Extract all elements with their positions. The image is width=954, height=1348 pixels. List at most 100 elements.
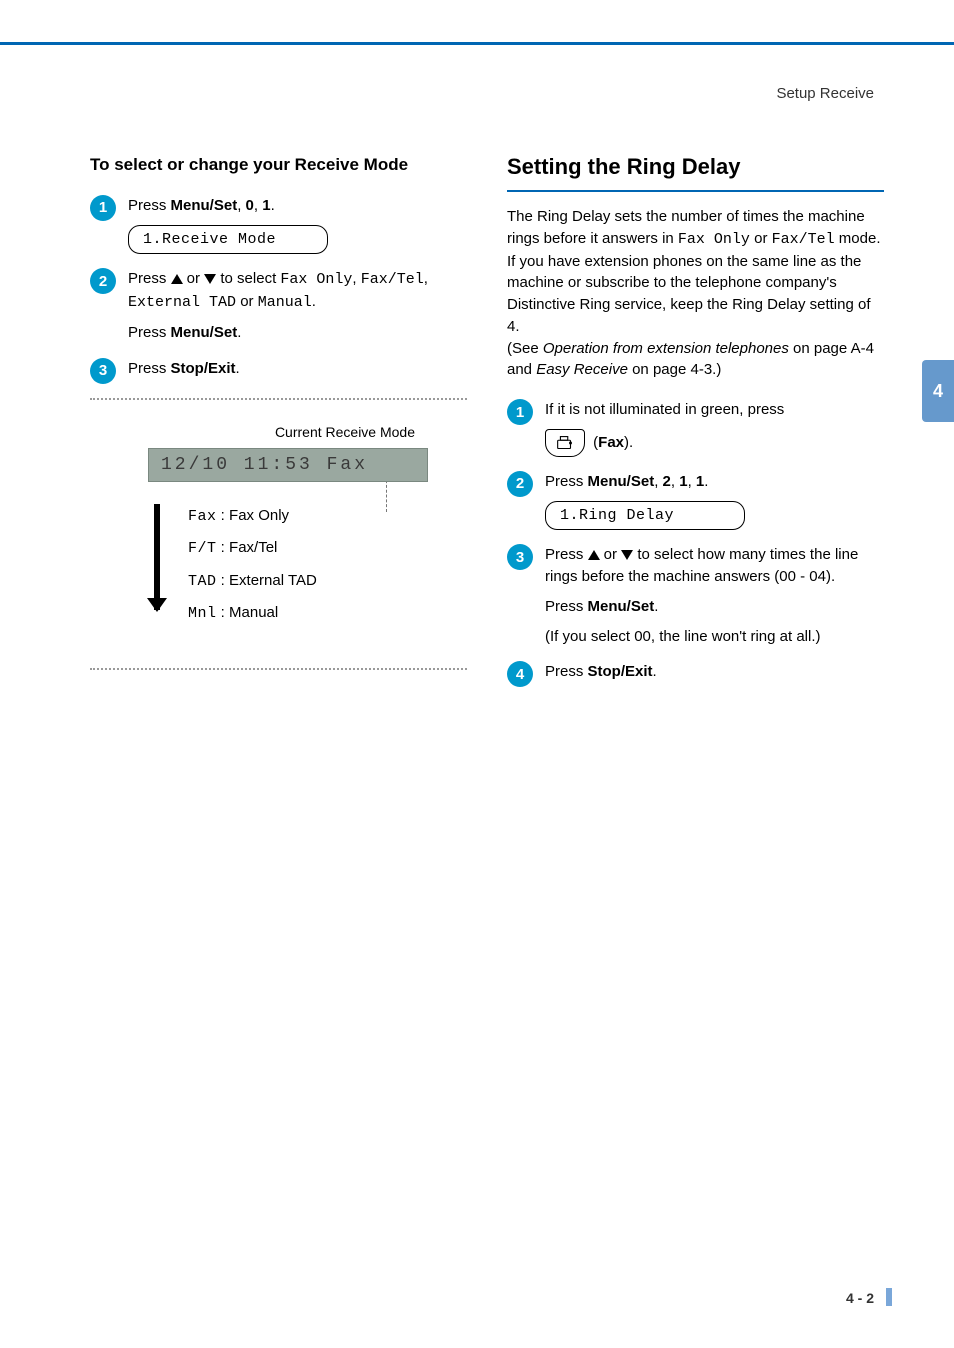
step-body: Press or to select Fax Only, Fax/Tel, Ex… — [128, 268, 467, 343]
lcd-big-wrap: 12/10 11:53 Fax — [148, 448, 445, 482]
text: . — [704, 473, 708, 490]
text: or — [750, 230, 772, 247]
step-row: 1 Press Menu/Set, 0, 1. 1.Receive Mode — [90, 195, 467, 255]
mode-row: Fax : Fax Only — [188, 500, 445, 533]
mode-code: Fax/Tel — [772, 231, 835, 248]
key-label: 2 — [663, 473, 671, 490]
breadcrumb: Setup Receive — [776, 85, 874, 102]
step-row: 2 Press or to select Fax Only, Fax/Tel, … — [90, 268, 467, 343]
text: Press — [545, 598, 588, 615]
down-arrow-large-icon — [154, 504, 160, 610]
text: . — [237, 324, 241, 341]
step-body: Press Menu/Set, 0, 1. 1.Receive Mode — [128, 195, 467, 255]
step-row: 1 If it is not illuminated in green, pre… — [507, 399, 884, 457]
text: . — [236, 360, 240, 377]
lcd-display: 1.Receive Mode — [128, 225, 328, 255]
page-accent-bar — [886, 1288, 892, 1306]
key-label: 1 — [679, 473, 687, 490]
xref: Operation from extension telephones — [543, 340, 789, 357]
lcd-big-display: 12/10 11:53 Fax — [148, 448, 428, 482]
step-row: 3 Press or to select how many times the … — [507, 544, 884, 647]
step-badge: 1 — [507, 399, 533, 425]
text: , — [688, 473, 696, 490]
menu-set-label: Menu/Set — [171, 197, 238, 214]
stop-exit-label: Stop/Exit — [588, 663, 653, 680]
option-code: External TAD — [128, 294, 236, 311]
menu-set-label: Menu/Set — [588, 598, 655, 615]
substep: Press Menu/Set. — [545, 596, 884, 618]
text: . — [653, 663, 657, 680]
option-code: Manual — [258, 294, 312, 311]
step-badge: 3 — [507, 544, 533, 570]
text: on page 4-3.) — [628, 361, 721, 378]
mode-row: TAD : External TAD — [188, 565, 445, 598]
text: Press — [128, 197, 171, 214]
text: , — [671, 473, 679, 490]
step-body: If it is not illuminated in green, press… — [545, 399, 884, 457]
intro-paragraph: The Ring Delay sets the number of times … — [507, 206, 884, 338]
step-row: 3 Press Stop/Exit. — [90, 358, 467, 384]
text: Press — [128, 270, 171, 287]
step-badge: 3 — [90, 358, 116, 384]
key-label: 1 — [696, 473, 704, 490]
text: or — [236, 293, 258, 310]
text: . — [654, 598, 658, 615]
text: , — [237, 197, 245, 214]
text: Press — [545, 473, 588, 490]
text: . — [271, 197, 275, 214]
mode-code: Fax — [188, 508, 217, 525]
text: , — [654, 473, 662, 490]
text: If it is not illuminated in green, press — [545, 399, 884, 421]
page: Setup Receive 4 To select or change your… — [0, 0, 954, 1348]
text: Press — [545, 546, 588, 563]
mode-code: F/T — [188, 540, 217, 557]
up-arrow-icon — [588, 550, 600, 560]
mode-name: Manual — [229, 604, 278, 621]
key-label: 1 — [262, 197, 270, 214]
text: Press — [128, 360, 171, 377]
menu-set-label: Menu/Set — [171, 324, 238, 341]
up-arrow-icon — [171, 274, 183, 284]
mode-list: Fax : Fax Only F/T : Fax/Tel TAD : Exter… — [148, 500, 445, 630]
step-badge: 2 — [507, 471, 533, 497]
receive-mode-diagram: Current Receive Mode 12/10 11:53 Fax Fax… — [90, 398, 467, 670]
diagram-label: Current Receive Mode — [148, 424, 445, 440]
step-badge: 2 — [90, 268, 116, 294]
text: Press — [128, 324, 171, 341]
step-body: Press Menu/Set, 2, 1, 1. 1.Ring Delay — [545, 471, 884, 531]
step-row: 2 Press Menu/Set, 2, 1, 1. 1.Ring Delay — [507, 471, 884, 531]
see-also: (See Operation from extension telephones… — [507, 338, 884, 382]
substep: Press Menu/Set. — [128, 322, 467, 344]
mode-name: External TAD — [229, 572, 317, 589]
text: ). — [624, 434, 633, 451]
step-body: Press or to select how many times the li… — [545, 544, 884, 647]
text: , — [352, 270, 360, 287]
mode-code: TAD — [188, 573, 217, 590]
down-arrow-icon — [204, 274, 216, 284]
mode-code: Fax Only — [678, 231, 750, 248]
text: Press — [545, 663, 588, 680]
lcd-display: 1.Ring Delay — [545, 501, 745, 531]
section-heading-ring-delay: Setting the Ring Delay — [507, 154, 884, 180]
option-code: Fax Only — [280, 271, 352, 288]
step-body: Press Stop/Exit. — [128, 358, 467, 380]
top-rule — [0, 42, 954, 45]
mode-row: Mnl : Manual — [188, 597, 445, 630]
mode-name: Fax Only — [229, 507, 289, 524]
fax-button-icon — [545, 429, 585, 457]
mode-name: Fax/Tel — [229, 539, 277, 556]
text: . — [312, 293, 316, 310]
text: or — [600, 546, 622, 563]
mode-code: Mnl — [188, 605, 217, 622]
step-badge: 1 — [90, 195, 116, 221]
step-body: Press Stop/Exit. — [545, 661, 884, 683]
text: , — [424, 270, 428, 287]
text: or — [183, 270, 205, 287]
fax-label: Fax — [598, 434, 624, 451]
xref: Easy Receive — [536, 361, 628, 378]
section-heading-receive-mode: To select or change your Receive Mode — [90, 154, 467, 177]
note: (If you select 00, the line won't ring a… — [545, 626, 884, 648]
chapter-tab: 4 — [922, 360, 954, 422]
down-arrow-icon — [621, 550, 633, 560]
key-label: 0 — [246, 197, 254, 214]
